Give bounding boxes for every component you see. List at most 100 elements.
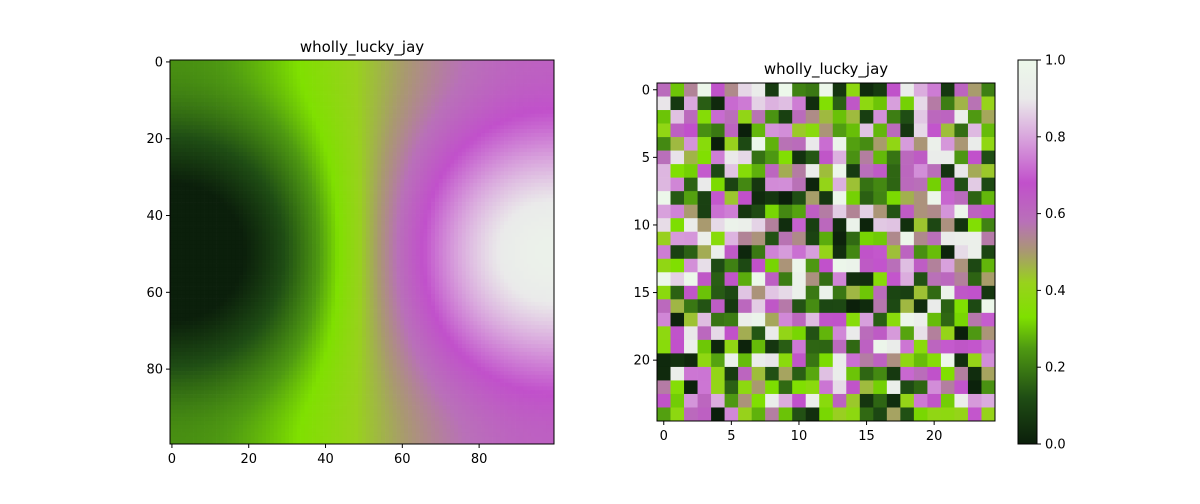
heatmap-left-cell bbox=[262, 75, 267, 80]
heatmap-left-cell bbox=[369, 109, 374, 115]
heatmap-left-cell bbox=[450, 140, 455, 145]
heatmap-left-cell bbox=[481, 167, 486, 172]
heatmap-left-cell bbox=[431, 129, 436, 134]
heatmap-left-cell bbox=[269, 86, 275, 92]
heatmap-left-cell bbox=[392, 129, 397, 134]
heatmap-left-cell bbox=[331, 156, 336, 161]
heatmap-left-cell bbox=[438, 171, 443, 176]
heatmap-left-cell bbox=[235, 67, 240, 72]
heatmap-left-cell bbox=[500, 202, 505, 207]
heatmap-left-cell bbox=[246, 144, 251, 149]
heatmap-left-cell bbox=[404, 236, 409, 241]
heatmap-left-cell bbox=[431, 83, 436, 88]
heatmap-left-cell bbox=[423, 240, 428, 245]
heatmap-left-cell bbox=[273, 136, 278, 141]
heatmap-left-cell bbox=[461, 209, 467, 214]
heatmap-left-cell bbox=[461, 144, 467, 149]
heatmap-left-cell bbox=[335, 202, 340, 207]
heatmap-left-cell bbox=[423, 163, 428, 168]
heatmap-left-cell bbox=[519, 179, 524, 184]
heatmap-left-cell bbox=[212, 240, 217, 245]
heatmap-left-cell bbox=[281, 148, 286, 153]
heatmap-left-cell bbox=[388, 148, 394, 153]
heatmap-left-cell bbox=[419, 182, 424, 188]
heatmap-left-cell bbox=[419, 236, 424, 241]
heatmap-left-cell bbox=[331, 129, 336, 134]
heatmap-left-cell bbox=[515, 156, 520, 161]
heatmap-left-cell bbox=[450, 198, 455, 203]
heatmap-left-cell bbox=[296, 98, 301, 103]
heatmap-left-cell bbox=[273, 175, 278, 180]
heatmap-left-cell bbox=[381, 217, 386, 222]
heatmap-left-cell bbox=[481, 63, 486, 69]
heatmap-left-cell bbox=[427, 129, 432, 134]
heatmap-left-cell bbox=[519, 136, 524, 141]
heatmap-left-cell bbox=[404, 163, 409, 168]
heatmap-left-cell bbox=[365, 163, 371, 168]
heatmap-left-cell bbox=[362, 125, 367, 130]
heatmap-left-cell bbox=[404, 117, 409, 122]
heatmap-left-cell bbox=[431, 79, 436, 84]
heatmap-left-cell bbox=[223, 152, 228, 157]
heatmap-left-cell bbox=[362, 106, 367, 111]
heatmap-left-cell bbox=[342, 94, 347, 99]
heatmap-left-cell bbox=[550, 182, 555, 188]
heatmap-left-cell bbox=[431, 148, 436, 153]
heatmap-left-cell bbox=[377, 121, 382, 126]
heatmap-left-cell bbox=[319, 102, 324, 107]
heatmap-left-cell bbox=[415, 175, 420, 180]
heatmap-left-cell bbox=[204, 179, 209, 184]
heatmap-left-cell bbox=[323, 175, 328, 180]
heatmap-left-cell bbox=[381, 67, 386, 72]
heatmap-left-cell bbox=[500, 113, 505, 118]
heatmap-left-cell bbox=[438, 182, 443, 188]
heatmap-left-cell bbox=[170, 144, 175, 149]
heatmap-left-cell bbox=[446, 60, 451, 65]
heatmap-left-cell bbox=[515, 79, 520, 84]
heatmap-left-cell bbox=[292, 209, 298, 214]
heatmap-left-cell bbox=[266, 225, 271, 230]
heatmap-left-cell bbox=[285, 148, 290, 153]
heatmap-left-cell bbox=[308, 163, 313, 168]
heatmap-left-cell bbox=[304, 71, 309, 76]
heatmap-left-cell bbox=[500, 156, 505, 161]
heatmap-left-cell bbox=[196, 94, 202, 99]
heatmap-left-cell bbox=[227, 244, 232, 249]
heatmap-left-cell bbox=[212, 156, 217, 161]
heatmap-left-cell bbox=[185, 125, 190, 130]
heatmap-left-cell bbox=[185, 152, 190, 157]
heatmap-left-cell bbox=[312, 205, 317, 211]
heatmap-left-cell bbox=[458, 102, 463, 107]
heatmap-left-cell bbox=[404, 232, 409, 237]
heatmap-left-cell bbox=[427, 106, 432, 111]
heatmap-left-cell bbox=[338, 102, 344, 107]
heatmap-left-cell bbox=[212, 129, 217, 134]
heatmap-left-cell bbox=[523, 136, 528, 141]
heatmap-left-cell bbox=[173, 198, 179, 203]
heatmap-left-cell bbox=[507, 156, 513, 161]
heatmap-left-cell bbox=[523, 171, 528, 176]
heatmap-left-cell bbox=[530, 205, 536, 211]
heatmap-left-cell bbox=[219, 71, 225, 76]
heatmap-left-cell bbox=[415, 221, 420, 226]
heatmap-left-cell bbox=[396, 163, 401, 168]
heatmap-left-cell bbox=[473, 225, 478, 230]
heatmap-left-cell bbox=[227, 117, 232, 122]
heatmap-left-cell bbox=[477, 98, 482, 103]
heatmap-left-cell bbox=[323, 144, 328, 149]
heatmap-left-cell bbox=[408, 102, 413, 107]
heatmap-left-cell bbox=[473, 159, 478, 165]
heatmap-left-cell bbox=[400, 179, 405, 184]
heatmap-left-cell bbox=[527, 136, 532, 141]
heatmap-left-cell bbox=[408, 63, 413, 69]
heatmap-left-cell bbox=[492, 117, 497, 122]
heatmap-left-cell bbox=[454, 83, 459, 88]
heatmap-left-cell bbox=[504, 148, 509, 153]
heatmap-left-cell bbox=[292, 86, 298, 92]
heatmap-left-cell bbox=[511, 213, 516, 218]
heatmap-left-cell bbox=[534, 102, 539, 107]
heatmap-left-cell bbox=[438, 90, 443, 95]
heatmap-left-cell bbox=[538, 90, 543, 95]
heatmap-left-cell bbox=[331, 190, 336, 195]
heatmap-left-cell bbox=[454, 156, 459, 161]
